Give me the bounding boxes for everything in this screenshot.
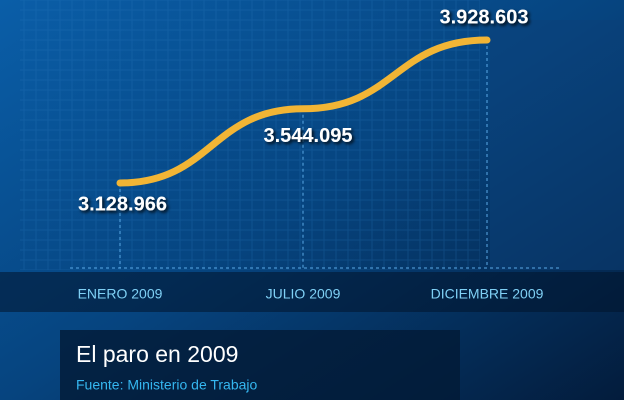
x-tick-label: DICIEMBRE 2009 — [431, 286, 544, 302]
chart-title: El paro en 2009 — [76, 341, 238, 367]
chart-subtitle: Fuente: Ministerio de Trabajo — [76, 377, 258, 393]
label-band — [0, 272, 624, 312]
building-texture — [490, 20, 624, 270]
line — [116, 36, 491, 187]
title-box — [60, 330, 460, 400]
building-texture — [20, 0, 480, 270]
data-label: 3.128.966 — [78, 193, 167, 215]
x-tick-label: JULIO 2009 — [266, 286, 341, 302]
x-tick-label: ENERO 2009 — [78, 286, 163, 302]
data-label: 3.928.603 — [440, 6, 529, 28]
data-label: 3.544.095 — [264, 125, 353, 147]
